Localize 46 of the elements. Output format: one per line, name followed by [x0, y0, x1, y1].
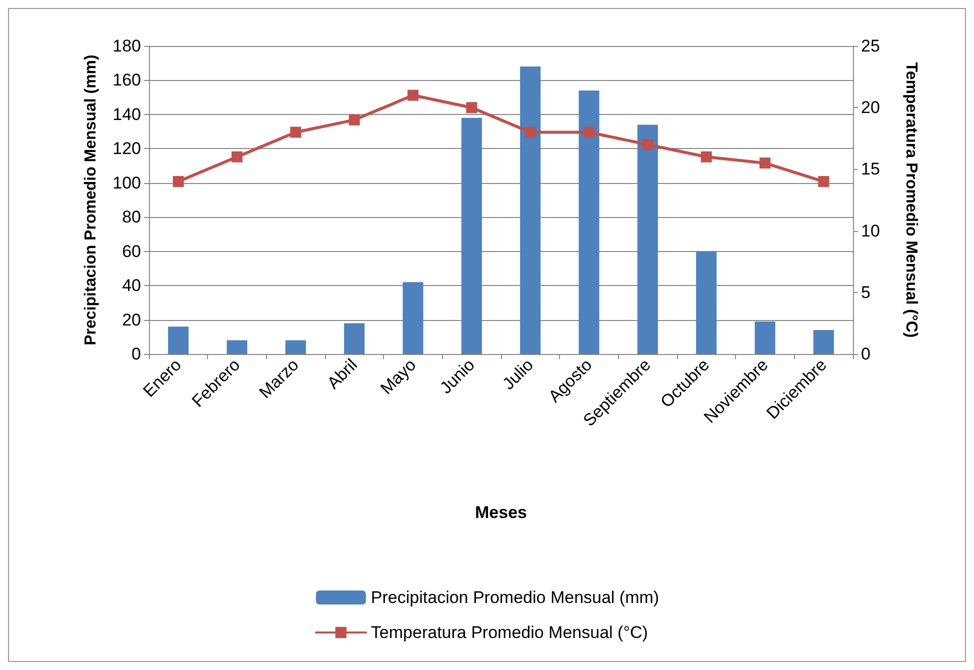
bar	[813, 330, 834, 354]
bar	[226, 340, 248, 354]
point	[172, 176, 184, 188]
y-axis-title: Precipitacion Promedio Mensual (mm)	[82, 54, 100, 346]
point	[524, 126, 536, 138]
point	[290, 126, 302, 138]
bar	[461, 118, 482, 354]
y-tick-label: 120	[112, 139, 141, 158]
point	[818, 176, 830, 188]
y2-tick-label: 0	[861, 344, 870, 364]
point	[466, 102, 478, 114]
legend-label: Temperatura Promedio Mensual (°C)	[370, 623, 648, 642]
x-axis-title: Meses	[475, 503, 527, 522]
bar	[285, 340, 306, 354]
y2-tick-label: 25	[861, 36, 880, 56]
point	[700, 151, 712, 162]
y-tick-label: 160	[112, 70, 141, 90]
legend-label: Precipitacion Promedio Mensual (mm)	[370, 588, 660, 607]
y-tick-label: 60	[122, 242, 141, 261]
bar	[578, 90, 600, 354]
y2-tick-label: 20	[861, 98, 880, 118]
y-tick-label: 20	[122, 310, 141, 330]
y2-axis-title: Temperatura Promedio Mensual (°C)	[902, 62, 920, 338]
bar	[637, 124, 658, 354]
y2-tick-label: 15	[861, 160, 880, 179]
point	[408, 90, 418, 101]
y-tick-label: 140	[112, 104, 141, 124]
point	[232, 151, 242, 162]
point	[348, 114, 360, 126]
point	[642, 139, 654, 150]
y-tick-label: 40	[122, 276, 141, 296]
y-tick-label: 100	[112, 173, 141, 192]
y-tick-label: 0	[132, 344, 141, 364]
bar	[754, 321, 776, 354]
bar	[168, 326, 189, 354]
bar	[344, 323, 365, 354]
x-tick-label: Julio	[498, 355, 538, 394]
point	[584, 126, 594, 138]
y-tick-label: 80	[122, 208, 141, 227]
y2-tick-label: 10	[861, 221, 880, 240]
y-tick-label: 180	[112, 36, 141, 56]
bar	[696, 251, 717, 354]
bar	[520, 66, 541, 354]
y2-tick-label: 5	[861, 282, 870, 302]
bar	[402, 282, 424, 354]
point	[760, 158, 770, 169]
